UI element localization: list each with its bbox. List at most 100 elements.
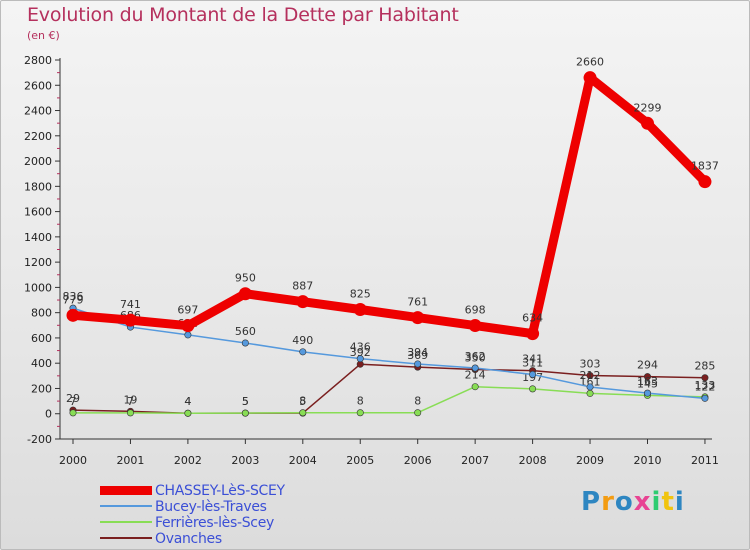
- data-label-chassey-l-s-scey: 950: [235, 272, 256, 285]
- logo-letter: o: [614, 487, 634, 517]
- x-tick-label: 2007: [461, 454, 489, 467]
- legend-item: CHASSEY-LèS-SCEY: [100, 483, 400, 499]
- data-label-chassey-l-s-scey: 779: [63, 293, 84, 306]
- data-label-ovanches: 392: [350, 346, 371, 359]
- data-label-ferri-res-l-s-scey: 5: [242, 395, 249, 408]
- y-tick-label: 2000: [24, 155, 52, 168]
- data-label-ferri-res-l-s-scey: 8: [357, 395, 364, 408]
- data-label-chassey-l-s-scey: 887: [292, 280, 313, 293]
- data-label-ovanches: 369: [407, 349, 428, 362]
- data-label-ovanches: 294: [637, 359, 658, 372]
- data-point-chassey-l-s-scey: [353, 303, 367, 317]
- data-label-chassey-l-s-scey: 2299: [634, 101, 662, 114]
- x-tick-label: 2004: [289, 454, 317, 467]
- legend-swatch: [100, 521, 152, 523]
- data-label-ovanches: 285: [694, 360, 715, 373]
- data-point-ferri-res-l-s-scey: [471, 383, 479, 391]
- data-point-chassey-l-s-scey: [698, 175, 712, 189]
- data-point-ovanches: [643, 373, 651, 381]
- data-point-chassey-l-s-scey: [468, 319, 482, 333]
- data-label-ovanches: 303: [580, 357, 601, 370]
- data-point-bucey-l-s-traves: [701, 394, 709, 402]
- data-label-ovanches: 341: [522, 353, 543, 366]
- data-point-ovanches: [586, 371, 594, 379]
- data-label-ferri-res-l-s-scey: 7: [127, 395, 134, 408]
- y-tick-label: 800: [31, 307, 52, 320]
- data-label-ovanches: 350: [465, 352, 486, 365]
- data-label-bucey-l-s-traves: 163: [637, 375, 658, 388]
- y-tick-label: 2400: [24, 105, 52, 118]
- data-label-ferri-res-l-s-scey: 214: [465, 369, 486, 382]
- data-label-ferri-res-l-s-scey: 4: [184, 395, 191, 408]
- x-tick-label: 2003: [231, 454, 259, 467]
- data-point-ferri-res-l-s-scey: [299, 409, 307, 417]
- legend-item: Ovanches: [100, 531, 400, 547]
- data-label-bucey-l-s-traves: 122: [694, 380, 715, 393]
- data-label-bucey-l-s-traves: 311: [522, 356, 543, 369]
- x-tick-label: 2009: [576, 454, 604, 467]
- legend-label: CHASSEY-LèS-SCEY: [155, 483, 285, 499]
- data-label-ovanches: 5: [242, 395, 249, 408]
- data-label-ferri-res-l-s-scey: 7: [70, 395, 77, 408]
- y-tick-label: 2800: [24, 54, 52, 67]
- x-tick-label: 2011: [691, 454, 719, 467]
- data-point-bucey-l-s-traves: [356, 355, 364, 363]
- data-point-chassey-l-s-scey: [526, 327, 540, 341]
- data-point-chassey-l-s-scey: [411, 311, 425, 325]
- y-tick-label: 2200: [24, 130, 52, 143]
- data-point-bucey-l-s-traves: [184, 331, 192, 339]
- logo-letter: t: [661, 487, 675, 517]
- y-tick-label: -200: [27, 433, 52, 446]
- y-tick-label: 1000: [24, 281, 52, 294]
- legend-swatch: [100, 505, 152, 507]
- y-tick-label: 1600: [24, 206, 52, 219]
- series-line-chassey-l-s-scey: [68, 73, 710, 339]
- data-label-chassey-l-s-scey: 825: [350, 288, 371, 301]
- data-point-chassey-l-s-scey: [641, 116, 654, 130]
- data-label-ferri-res-l-s-scey: 8: [414, 395, 421, 408]
- data-point-ferri-res-l-s-scey: [414, 409, 422, 417]
- data-point-chassey-l-s-scey: [123, 313, 137, 327]
- data-point-ferri-res-l-s-scey: [69, 409, 77, 417]
- data-point-chassey-l-s-scey: [66, 308, 80, 322]
- x-tick-label: 2008: [519, 454, 547, 467]
- x-tick-label: 2010: [634, 454, 662, 467]
- logo-letter: P: [581, 487, 602, 517]
- data-label-ovanches: 29: [66, 392, 80, 405]
- data-point-ferri-res-l-s-scey: [529, 385, 537, 393]
- data-label-bucey-l-s-traves: 436: [350, 341, 371, 354]
- data-label-bucey-l-s-traves: 362: [465, 350, 486, 363]
- legend-swatch: [100, 486, 152, 495]
- x-tick-label: 2006: [404, 454, 432, 467]
- data-label-ferri-res-l-s-scey: 133: [694, 379, 715, 392]
- data-point-bucey-l-s-traves: [414, 360, 422, 368]
- y-tick-label: 600: [31, 332, 52, 345]
- legend-label: Ferrières-lès-Scey: [155, 515, 275, 531]
- x-tick-label: 2001: [116, 454, 144, 467]
- data-label-bucey-l-s-traves: 490: [292, 334, 313, 347]
- logo-letter: i: [674, 487, 685, 517]
- data-label-bucey-l-s-traves: 836: [63, 290, 84, 303]
- logo-letter: x: [633, 487, 652, 517]
- data-point-bucey-l-s-traves: [299, 348, 307, 356]
- data-label-chassey-l-s-scey: 761: [407, 296, 428, 309]
- data-label-chassey-l-s-scey: 741: [120, 298, 141, 311]
- legend-label: Bucey-lès-Traves: [155, 499, 267, 515]
- data-point-chassey-l-s-scey: [583, 71, 597, 85]
- proxiti-logo: Proxiti: [581, 487, 685, 517]
- chart-title: Evolution du Montant de la Dette par Hab…: [27, 4, 459, 26]
- data-point-bucey-l-s-traves: [643, 389, 651, 397]
- x-tick-label: 2000: [59, 454, 87, 467]
- legend-item: Bucey-lès-Traves: [100, 499, 400, 515]
- data-point-ferri-res-l-s-scey: [586, 389, 594, 397]
- y-tick-label: 400: [31, 357, 52, 370]
- logo-letter: i: [651, 487, 662, 517]
- data-point-bucey-l-s-traves: [471, 364, 479, 372]
- data-point-chassey-l-s-scey: [238, 287, 252, 301]
- legend-label: Ovanches: [155, 531, 222, 547]
- data-label-ferri-res-l-s-scey: 8: [299, 395, 306, 408]
- data-label-chassey-l-s-scey: 1837: [691, 160, 719, 173]
- data-label-chassey-l-s-scey: 698: [465, 304, 486, 317]
